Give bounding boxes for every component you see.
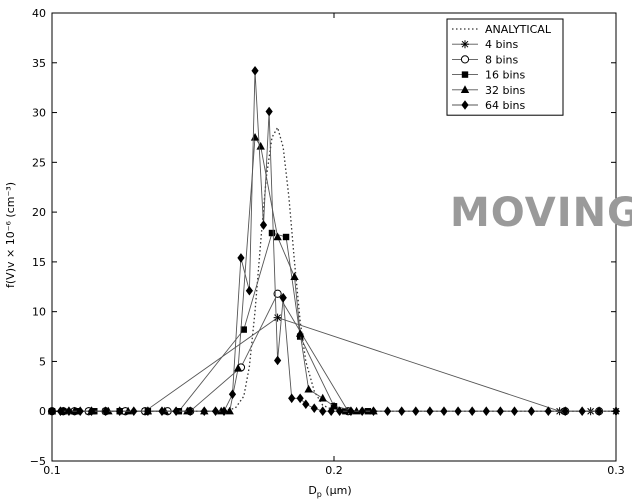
series-line-analytical	[52, 125, 616, 412]
legend-label-4-bins: 4 bins	[485, 38, 519, 51]
data-point-4-bins	[273, 313, 282, 322]
x-tick-label: 0.2	[325, 464, 343, 477]
legend-label-16-bins: 16 bins	[485, 69, 526, 82]
data-point-32-bins	[273, 232, 282, 241]
legend-box	[446, 18, 564, 116]
data-point-64-bins	[595, 406, 603, 417]
legend-marker-32-bins	[460, 85, 470, 93]
legend-label-32-bins: 32 bins	[485, 84, 526, 97]
x-axis-label-unit: (µm)	[322, 484, 352, 497]
legend-label-8-bins: 8 bins	[485, 53, 519, 66]
data-point-32-bins	[295, 329, 305, 337]
data-point-64-bins	[336, 406, 344, 417]
legend-label-analytical: ANALYTICAL	[485, 23, 552, 36]
data-point-64-bins	[454, 406, 462, 417]
x-axis-label: Dp (µm)	[308, 484, 351, 499]
data-point-64-bins	[274, 355, 282, 366]
data-point-64-bins	[172, 406, 180, 417]
axes: 0.1 0.2 0.3 −5 0 5 10 15 20 25 30 35 40	[30, 7, 625, 477]
y-axis-label: f(V)v × 10⁻⁶ (cm⁻³)	[4, 182, 17, 288]
data-point-64-bins	[319, 406, 327, 417]
data-point-16-bins	[282, 233, 290, 241]
data-point-64-bins	[228, 389, 237, 400]
data-point-32-bins	[70, 406, 79, 415]
data-point-64-bins	[158, 406, 166, 417]
legend: ANALYTICAL 4 bins 8 bins 16 bins 32 bins 64 b…	[446, 18, 564, 116]
data-point-32-bins	[352, 406, 361, 415]
data-point-64-bins	[245, 285, 253, 296]
legend-marker-4-bins	[461, 40, 469, 49]
data-point-64-bins	[347, 406, 355, 417]
legend-marker-64-bins	[461, 100, 469, 110]
data-point-64-bins	[302, 399, 310, 410]
watermark-text: MOVING	[450, 190, 632, 236]
data-point-32-bins	[304, 384, 313, 393]
x-axis-label-subscript: p	[317, 490, 322, 499]
data-point-32-bins	[233, 363, 243, 372]
data-point-64-bins	[220, 406, 228, 417]
y-tick-label: 30	[32, 107, 46, 120]
data-point-64-bins	[76, 406, 84, 417]
data-point-64-bins	[358, 406, 366, 417]
data-point-64-bins	[288, 393, 296, 404]
data-point-64-bins	[296, 393, 304, 404]
y-tick-label: −5	[30, 455, 46, 468]
data-point-64-bins	[544, 406, 552, 417]
data-point-64-bins	[200, 406, 208, 417]
y-tick-label: 35	[32, 57, 46, 70]
data-point-64-bins	[496, 406, 504, 417]
data-point-64-bins	[561, 406, 569, 417]
data-point-64-bins	[259, 220, 268, 230]
data-point-64-bins	[510, 406, 519, 417]
data-point-64-bins	[383, 406, 392, 417]
data-point-64-bins	[412, 406, 420, 417]
y-tick-label: 25	[32, 156, 46, 169]
data-point-64-bins	[211, 406, 220, 417]
data-point-32-bins	[123, 406, 133, 415]
data-point-16-bins	[240, 326, 247, 333]
y-tick-label: 5	[39, 355, 46, 368]
plot-area	[47, 65, 620, 417]
data-point-64-bins	[426, 406, 434, 417]
data-point-64-bins	[130, 406, 138, 417]
data-point-64-bins	[101, 406, 110, 417]
data-point-64-bins	[186, 406, 194, 417]
data-point-64-bins	[65, 406, 73, 417]
data-point-16-bins	[268, 229, 276, 237]
data-point-64-bins	[369, 406, 378, 417]
data-point-64-bins	[237, 253, 245, 263]
x-tick-label: 0.1	[43, 464, 61, 477]
legend-label-64-bins: 64 bins	[485, 99, 526, 112]
legend-marker-8-bins	[460, 55, 470, 64]
data-point-32-bins	[225, 406, 234, 415]
y-tick-label: 0	[39, 405, 46, 418]
y-tick-label: 10	[32, 306, 46, 319]
data-point-64-bins	[527, 406, 535, 417]
x-axis-label-main: D	[308, 484, 316, 497]
legend-marker-16-bins	[461, 71, 469, 78]
data-point-64-bins	[56, 406, 65, 417]
y-tick-label: 15	[32, 256, 46, 269]
x-tick-label: 0.3	[607, 464, 625, 477]
data-point-64-bins	[482, 406, 490, 417]
data-point-32-bins	[256, 141, 265, 150]
data-point-64-bins	[310, 403, 318, 414]
y-tick-label: 20	[32, 206, 46, 219]
data-point-64-bins	[398, 406, 406, 417]
data-point-64-bins	[578, 406, 586, 417]
data-point-64-bins	[440, 406, 448, 417]
data-point-32-bins	[290, 272, 299, 281]
data-point-64-bins	[144, 406, 152, 417]
data-point-64-bins	[468, 406, 476, 417]
data-point-64-bins	[87, 406, 96, 417]
data-point-64-bins	[279, 292, 287, 303]
y-tick-label: 40	[32, 7, 46, 20]
data-point-32-bins	[318, 393, 327, 402]
data-point-64-bins	[327, 406, 335, 417]
data-point-64-bins	[251, 65, 259, 76]
data-point-64-bins	[265, 106, 273, 117]
data-point-64-bins	[116, 406, 124, 417]
